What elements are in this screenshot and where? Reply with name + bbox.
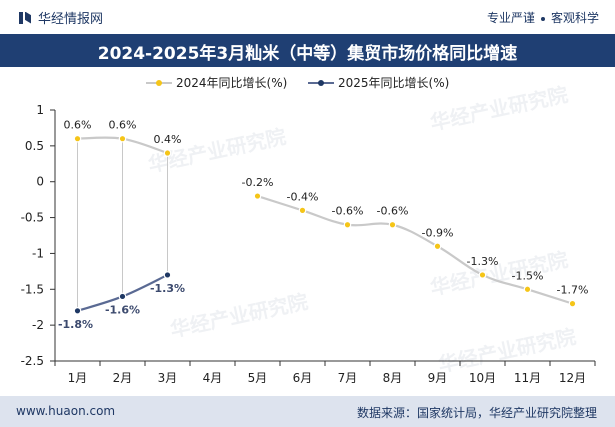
- data-label: -0.9%: [422, 226, 454, 239]
- legend-marker: [156, 80, 162, 86]
- data-point: [298, 206, 307, 215]
- legend-item-2025: 2025年同比增长(%): [308, 76, 449, 90]
- data-point: [568, 299, 577, 308]
- y-tick-label: 0.5: [25, 139, 44, 153]
- data-point: [253, 192, 262, 200]
- data-point: [118, 292, 127, 301]
- huajing-logo-icon: [18, 11, 32, 25]
- series-2024: 0.6% 0.6% 0.4% -0.2% -0.4% -0.6% -0.6% -0.9% -1.…: [64, 119, 589, 308]
- watermark-text: 华经产业研究院: [428, 247, 570, 300]
- x-tick-label: 3月: [158, 371, 178, 385]
- series-2025: -1.8% -1.6% -1.3%: [58, 271, 185, 331]
- data-point: [433, 242, 442, 251]
- x-tick-label: 7月: [338, 371, 358, 385]
- guide-lines: [77, 138, 168, 311]
- y-tick-label: -2: [32, 318, 44, 332]
- chart-title: 2024-2025年3月籼米（中等）集贸市场价格同比增速: [97, 44, 518, 64]
- x-tick-label: 12月: [559, 371, 586, 385]
- brand: 华经情报网: [18, 8, 103, 27]
- data-label: -1.8%: [58, 318, 93, 331]
- data-label: 0.6%: [109, 119, 137, 132]
- x-tick-label: 11月: [514, 371, 541, 385]
- y-tick-label: 0: [36, 175, 44, 189]
- data-point: [73, 134, 82, 143]
- x-tick-label: 8月: [383, 371, 403, 385]
- data-label: -1.7%: [557, 284, 589, 297]
- data-label: 0.4%: [154, 133, 182, 146]
- x-tick-label: 10月: [469, 371, 496, 385]
- data-point: [163, 149, 172, 157]
- brand-name: 华经情报网: [38, 12, 104, 27]
- footer-site: www.huaon.com: [16, 404, 116, 418]
- y-tick-label: 1: [36, 103, 44, 117]
- x-tick-label: 4月: [203, 371, 223, 385]
- data-label: -0.6%: [332, 205, 364, 218]
- x-tick-label: 5月: [248, 371, 268, 385]
- data-label: -1.6%: [105, 303, 140, 316]
- series-line: [257, 195, 573, 305]
- data-point: [388, 220, 397, 229]
- bullet-dot-icon: [540, 16, 545, 21]
- x-tick-label: 9月: [428, 371, 448, 385]
- watermark-text: 华经产业研究院: [168, 289, 310, 342]
- legend-label: 2025年同比增长(%): [338, 76, 449, 90]
- data-label: -0.6%: [377, 205, 409, 218]
- watermark-text: 华经产业研究院: [428, 82, 570, 135]
- data-point: [163, 271, 172, 279]
- y-tick-label: -1: [32, 246, 44, 260]
- legend-marker: [318, 80, 324, 86]
- axes: 1 0.5 0 -0.5 -1 -1.5 -2 -2.5 1月 2月 3月 4月 5月 6月 7月 8月 9月 1…: [21, 103, 596, 385]
- footer-bar: www.huaon.com 数据来源：国家统计局，华经产业研究院整理: [0, 396, 615, 427]
- slogan-tag-2: 客观科学: [550, 11, 599, 25]
- x-tick-label: 6月: [293, 371, 313, 385]
- slogan-tags: 专业严谨 客观科学: [487, 9, 599, 26]
- footer-source: 数据来源：国家统计局，华经产业研究院整理: [356, 406, 597, 420]
- data-point: [478, 271, 487, 279]
- x-tick-label: 2月: [113, 371, 133, 385]
- data-point: [73, 306, 82, 315]
- data-label: -0.2%: [242, 176, 274, 189]
- y-tick-label: -2.5: [21, 354, 44, 368]
- legend-label: 2024年同比增长(%): [176, 76, 287, 90]
- title-bar: 2024-2025年3月籼米（中等）集贸市场价格同比增速: [0, 34, 615, 67]
- data-label: 0.6%: [64, 119, 92, 132]
- data-label: -0.4%: [287, 190, 319, 203]
- y-tick-label: -1.5: [21, 282, 44, 296]
- watermark-text: 华经产业研究院: [436, 324, 578, 377]
- data-point: [118, 134, 127, 143]
- data-label: -1.3%: [467, 255, 499, 268]
- top-bar: 华经情报网 专业严谨 客观科学: [0, 0, 615, 34]
- y-tick-label: -0.5: [21, 211, 44, 225]
- data-point: [343, 220, 352, 229]
- data-label: -1.5%: [512, 269, 544, 282]
- legend-item-2024: 2024年同比增长(%): [146, 76, 287, 90]
- slogan-tag-1: 专业严谨: [486, 11, 535, 25]
- legend: 2024年同比增长(%) 2025年同比增长(%): [146, 76, 449, 90]
- series: 0.6% 0.6% 0.4% -0.2% -0.4% -0.6% -0.6% -0.9% -1.…: [58, 119, 589, 331]
- data-label: -1.3%: [150, 282, 185, 295]
- data-point: [523, 285, 532, 294]
- x-tick-label: 1月: [68, 371, 88, 385]
